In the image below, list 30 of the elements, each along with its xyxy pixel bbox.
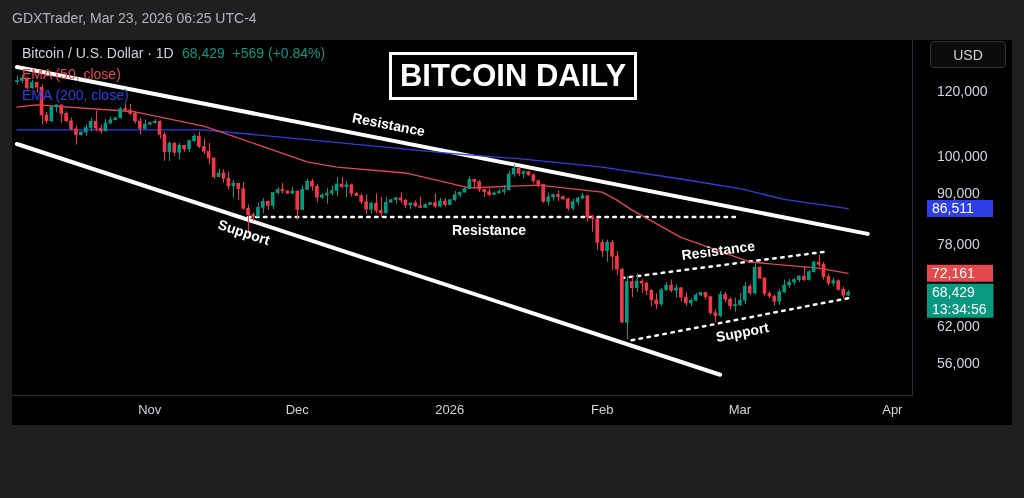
y-tick-label: 56,000	[937, 354, 981, 371]
annotation: Resistance	[452, 221, 527, 238]
y-tick-label: 78,000	[937, 236, 981, 253]
text: 13:34:56	[932, 301, 987, 318]
text: 68,429	[932, 284, 976, 301]
y-tick-label: 120,000	[937, 82, 988, 99]
x-tick-label: Dec	[285, 402, 310, 418]
candlestick	[447, 198, 452, 206]
x-tick-label: Mar	[728, 402, 752, 418]
x-tick-label: Nov	[138, 402, 162, 418]
text: 72,161	[932, 265, 976, 282]
annotation: Resistance	[680, 237, 757, 263]
y-tick-label: 100,000	[937, 147, 988, 164]
text: GDXTrader, Mar 23, 2026 06:25 UTC-4	[12, 10, 257, 26]
text: 86,511	[932, 200, 974, 217]
text: USD	[930, 41, 1006, 68]
annotation: Resistance	[350, 109, 427, 140]
candlestick	[147, 120, 152, 126]
annotation: 68,429 +569 (+0.84%)	[182, 45, 326, 61]
y-tick-label: 62,000	[937, 318, 981, 335]
candlestick	[433, 192, 437, 209]
x-tick-label: 2026	[435, 402, 465, 418]
x-tick-label: Apr	[882, 402, 904, 418]
text: BITCOIN DAILY	[389, 52, 637, 100]
chart-subtitle: Bitcoin / U.S. Dollar · 1D	[22, 45, 174, 61]
candlestick	[846, 289, 850, 297]
annotation: Support	[714, 319, 771, 346]
x-tick-label: Feb	[590, 402, 614, 418]
y-tick-label: 90,000	[937, 185, 981, 202]
candlestick	[674, 283, 678, 299]
